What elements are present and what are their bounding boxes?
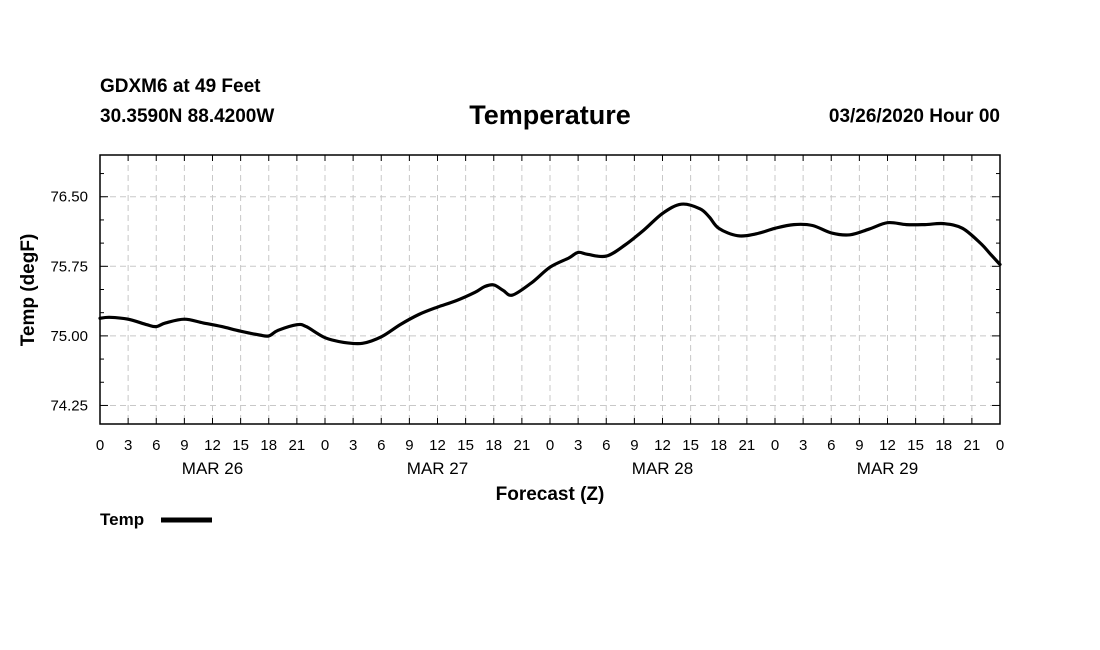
x-tick-label: 0 (996, 437, 1004, 454)
day-label: MAR 26 (182, 459, 243, 478)
x-tick-label: 9 (180, 437, 188, 454)
x-tick-label: 18 (485, 437, 502, 454)
x-tick-label: 15 (457, 437, 474, 454)
x-tick-label: 3 (574, 437, 582, 454)
x-tick-label: 6 (152, 437, 160, 454)
station-label: GDXM6 at 49 Feet (100, 76, 261, 97)
x-tick-label: 9 (630, 437, 638, 454)
x-axis-title: Forecast (Z) (496, 484, 605, 505)
x-tick-label: 12 (429, 437, 446, 454)
day-label: MAR 28 (632, 459, 693, 478)
x-tick-label: 18 (935, 437, 952, 454)
y-tick-label: 75.00 (50, 328, 88, 345)
forecast-datetime: 03/26/2020 Hour 00 (828, 106, 1000, 127)
x-tick-label: 0 (321, 437, 329, 454)
y-tick-label: 75.75 (50, 258, 88, 275)
x-tick-label: 0 (96, 437, 104, 454)
x-tick-label: 18 (260, 437, 277, 454)
x-tick-label: 21 (739, 437, 756, 454)
legend-label: Temp (100, 510, 144, 529)
x-tick-label: 12 (654, 437, 671, 454)
x-tick-label: 15 (232, 437, 249, 454)
day-label: MAR 27 (407, 459, 468, 478)
label-layer: 0 3 6 9 12 15 18 21 0 3 6 9 12 15 18 21 0 3 6 9 12 15 18 21 0 3 6 9… (50, 189, 1004, 478)
x-tick-label: 15 (907, 437, 924, 454)
x-tick-label: 9 (405, 437, 413, 454)
y-axis-title: Temp (degF) (18, 234, 39, 347)
x-tick-label: 21 (514, 437, 531, 454)
station-coordinates: 30.3590N 88.4200W (100, 106, 275, 127)
x-tick-label: 6 (602, 437, 610, 454)
y-tick-label: 74.25 (50, 397, 88, 414)
x-tick-label: 21 (289, 437, 306, 454)
x-tick-label: 9 (855, 437, 863, 454)
x-tick-label: 12 (204, 437, 221, 454)
x-tick-label: 15 (682, 437, 699, 454)
x-tick-label: 21 (964, 437, 981, 454)
x-tick-label: 3 (124, 437, 132, 454)
x-tick-label: 12 (879, 437, 896, 454)
x-tick-label: 0 (546, 437, 554, 454)
y-tick-label: 76.50 (50, 189, 88, 206)
x-tick-label: 3 (349, 437, 357, 454)
chart-title: Temperature (469, 100, 631, 130)
x-tick-label: 6 (377, 437, 385, 454)
x-tick-label: 3 (799, 437, 807, 454)
x-tick-label: 18 (710, 437, 727, 454)
grid-layer (100, 155, 1000, 424)
x-tick-label: 6 (827, 437, 835, 454)
day-label: MAR 29 (857, 459, 918, 478)
temp-series-line (98, 202, 1002, 346)
x-tick-label: 0 (771, 437, 779, 454)
plot-frame (99, 154, 1001, 425)
